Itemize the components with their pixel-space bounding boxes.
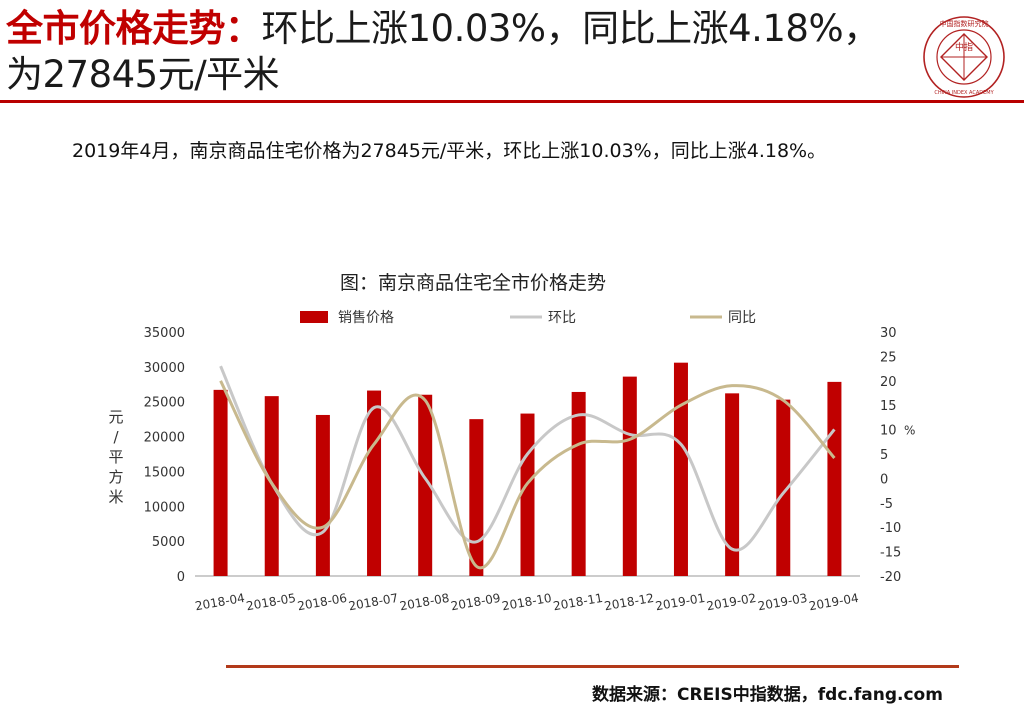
- y-right-tick-label: 5: [880, 448, 888, 463]
- bar-2018-12: [622, 376, 637, 576]
- x-tick-label: 2018-10: [501, 591, 553, 613]
- x-tick-label: 2018-09: [450, 591, 502, 613]
- legend-label-同比: 同比: [728, 310, 756, 326]
- bar-2019-02: [725, 393, 740, 576]
- y-left-tick-label: 35000: [144, 326, 185, 341]
- title-divider: [0, 100, 1024, 103]
- y-right-tick-label: 0: [880, 472, 888, 487]
- y-right-tick-label: -15: [880, 546, 901, 561]
- line-series-环比: [219, 365, 836, 552]
- bar-2018-09: [469, 419, 484, 576]
- svg-text:CHINA INDEX ACADEMY: CHINA INDEX ACADEMY: [934, 90, 994, 96]
- bar-2018-04: [213, 389, 228, 576]
- y-right-tick-label: 30: [880, 326, 897, 341]
- bar-2019-03: [776, 399, 791, 576]
- x-tick-label: 2018-06: [296, 591, 348, 613]
- svg-text:中指: 中指: [955, 41, 973, 53]
- x-tick-label: 2018-12: [603, 591, 655, 613]
- bar-2018-06: [315, 414, 330, 576]
- x-tick-label: 2018-07: [347, 591, 399, 613]
- x-tick-label: 2018-05: [245, 591, 297, 613]
- y-axis-left-label-char: 方: [108, 468, 124, 486]
- bar-2018-10: [520, 413, 535, 576]
- y-left-tick-label: 25000: [144, 396, 185, 411]
- bar-2019-01: [673, 362, 688, 576]
- chart-title: 图：南京商品住宅全市价格走势: [340, 272, 607, 294]
- page-title: 全市价格走势：环比上涨10.03%，同比上涨4.18%，为27845元/平米: [6, 6, 906, 98]
- y-left-tick-label: 0: [177, 570, 185, 585]
- y-left-tick-label: 10000: [144, 500, 185, 515]
- y-right-tick-label: 20: [880, 375, 897, 390]
- legend-label-销售价格: 销售价格: [338, 310, 394, 326]
- y-axis-left-label: 元 / 平方米: [104, 407, 128, 507]
- y-right-tick-label: -20: [880, 570, 901, 585]
- line-series-同比: [219, 380, 836, 570]
- y-axis-left-label-char: 元: [108, 408, 124, 426]
- y-left-tick-label: 5000: [152, 535, 185, 550]
- page-title-highlight: 全市价格走势：: [6, 7, 262, 50]
- x-tick-label: 2019-02: [706, 591, 758, 613]
- data-source: 数据来源：CREIS中指数据，fdc.fang.com: [592, 685, 943, 705]
- x-tick-label: 2019-03: [757, 591, 809, 613]
- bar-2018-07: [367, 390, 382, 576]
- svg-text:中国指数研究院: 中国指数研究院: [940, 19, 989, 28]
- page-title-text: 环比上涨10.03%，同比上涨4.18%，为27845元/平米: [6, 7, 880, 96]
- china-index-academy-logo: 中指 中国指数研究院 CHINA INDEX ACADEMY: [923, 16, 1005, 98]
- bar-2018-08: [418, 394, 433, 576]
- y-axis-left-label-char: /: [113, 428, 119, 446]
- y-axis-right-label: %: [904, 424, 915, 438]
- y-right-tick-label: 25: [880, 350, 897, 365]
- bar-2019-04: [827, 381, 842, 576]
- x-tick-label: 2018-11: [552, 591, 604, 613]
- y-right-tick-label: 15: [880, 399, 897, 414]
- legend-swatch-销售价格: [300, 311, 328, 323]
- y-left-tick-label: 15000: [144, 465, 185, 480]
- x-tick-label: 2018-04: [194, 591, 246, 613]
- y-axis-left-label-char: 平: [108, 448, 124, 466]
- y-left-tick-label: 30000: [144, 361, 185, 376]
- footer-divider: [226, 665, 959, 668]
- y-left-tick-label: 20000: [144, 431, 185, 446]
- y-axis-left-label-char: 米: [108, 488, 124, 506]
- y-right-tick-label: -10: [880, 521, 901, 536]
- x-tick-label: 2018-08: [399, 591, 451, 613]
- legend-label-环比: 环比: [548, 310, 576, 326]
- bar-2018-11: [571, 391, 586, 576]
- y-right-tick-label: 10: [880, 424, 897, 439]
- x-tick-label: 2019-01: [654, 591, 706, 613]
- y-right-tick-label: -5: [880, 497, 893, 512]
- x-tick-label: 2019-04: [808, 591, 860, 613]
- summary-text: 2019年4月，南京商品住宅价格为27845元/平米，环比上涨10.03%，同比…: [72, 140, 827, 162]
